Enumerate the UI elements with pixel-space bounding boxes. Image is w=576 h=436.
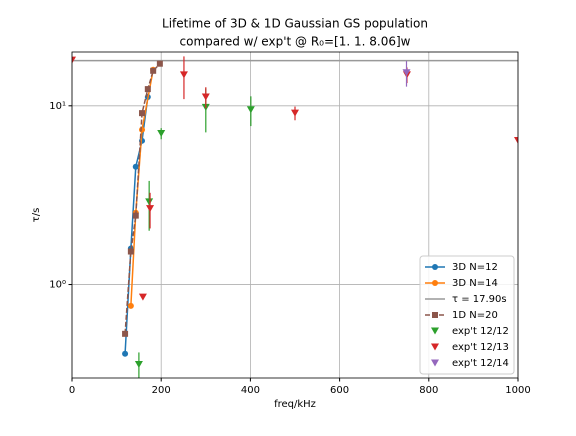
point	[432, 312, 438, 318]
point	[72, 56, 76, 64]
point	[139, 126, 146, 133]
point	[150, 67, 157, 74]
y-axis-label: τ/s	[31, 208, 42, 223]
x-tick-label: 0	[69, 385, 75, 396]
x-tick-label: 1000	[505, 385, 530, 396]
point	[179, 71, 188, 79]
point	[122, 330, 129, 337]
point	[431, 359, 439, 367]
point	[291, 109, 299, 117]
legend-label: 3D N=14	[452, 278, 498, 289]
point	[145, 198, 154, 206]
y-tick-label: 10⁰	[49, 280, 66, 291]
point	[122, 350, 129, 357]
legend-label: 3D N=12	[452, 262, 498, 273]
point	[139, 110, 146, 117]
legend-label: exp't 12/13	[452, 342, 509, 353]
plot-frame	[71, 51, 519, 379]
x-axis-label: freq/kHz	[274, 399, 316, 410]
point	[201, 93, 210, 101]
point	[432, 280, 438, 286]
legend: 3D N=12 3D N=14 τ = 17.90s 1D N=20 exp't 12/…	[419, 255, 515, 375]
point	[431, 343, 439, 351]
x-tick-label: 400	[241, 385, 260, 396]
point	[134, 360, 143, 368]
point	[127, 302, 134, 309]
y-tick-label: 10¹	[49, 101, 66, 112]
point	[246, 106, 255, 114]
point	[138, 293, 147, 301]
point	[156, 60, 163, 67]
point	[146, 205, 155, 213]
point	[144, 86, 151, 93]
point	[132, 212, 139, 219]
x-tick-label: 600	[330, 385, 349, 396]
legend-label: τ = 17.90s	[452, 294, 507, 305]
legend-label: exp't 12/12	[452, 326, 509, 337]
point	[402, 69, 411, 77]
point	[514, 136, 518, 144]
x-tick-label: 800	[419, 385, 438, 396]
legend-box	[419, 255, 515, 375]
legend-label: 1D N=20	[452, 310, 498, 321]
chart-title: Lifetime of 3D & 1D Gaussian GS populati…	[162, 17, 428, 31]
chart-subtitle: compared w/ exp't @ R₀=[1. 1. 8.06]w	[180, 35, 411, 49]
point	[127, 248, 134, 255]
point	[431, 327, 439, 335]
legend-label: exp't 12/14	[452, 358, 509, 369]
point	[157, 129, 166, 137]
point	[432, 264, 438, 270]
x-tick-label: 200	[152, 385, 171, 396]
point	[132, 163, 139, 170]
plot-area	[72, 56, 518, 378]
